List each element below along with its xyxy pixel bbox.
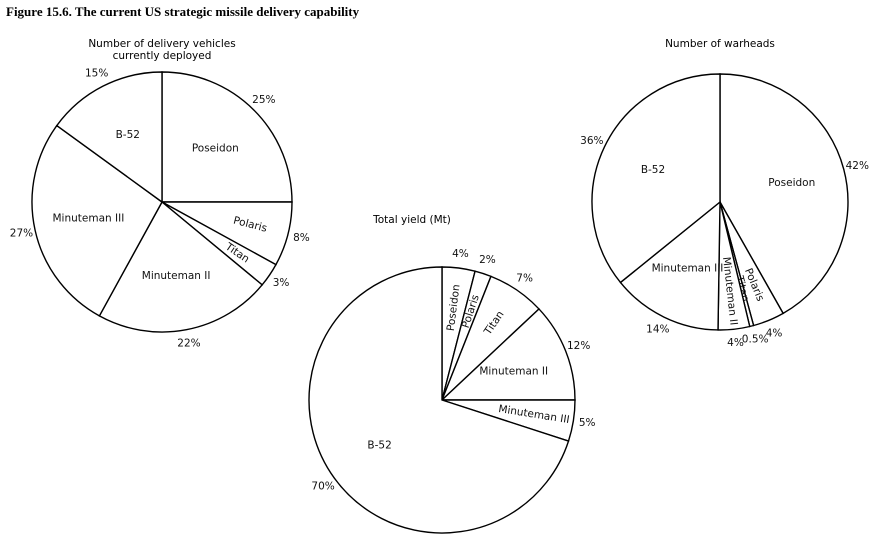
pie-slice [161,71,293,203]
value-label: 12% [567,340,590,352]
pie-slice [619,200,721,331]
value-label: 7% [516,272,533,284]
chart-title: Number of warheads [665,38,775,50]
figure-title: Figure 15.6. The current US strategic mi… [6,4,360,19]
value-label: 4% [766,327,783,339]
value-label: 4% [727,337,744,349]
pie-slice [440,307,576,401]
value-label: 5% [579,417,596,429]
value-label: 3% [273,277,290,289]
value-label: 42% [846,160,869,172]
value-label: 22% [177,337,200,349]
chart-title: Total yield (Mt) [373,214,451,226]
pie-slice [55,71,163,204]
value-label: 8% [293,232,310,244]
slice-label: B-52 [116,129,140,141]
slice-label: Minuteman III [53,212,125,224]
value-label: 2% [479,254,496,266]
slice-label: Poseidon [192,143,239,155]
value-label: 14% [646,324,669,336]
slice-label: Poseidon [445,284,463,332]
slice-label: B-52 [641,164,665,176]
slice-label: Minuteman II [142,270,211,282]
slice-label: Poseidon [768,177,815,189]
value-label: 4% [452,248,469,260]
value-label: 70% [311,480,334,492]
pie-slice [308,266,570,534]
pie-slice [98,200,264,333]
value-label: 27% [10,227,33,239]
slice-label: Minuteman II [479,366,548,378]
chart-title: Number of delivery vehicles currently de… [88,38,236,62]
pie-slice [719,73,849,315]
value-label: 25% [252,94,275,106]
value-label: 36% [580,135,603,147]
slice-label: B-52 [367,439,391,451]
pie-slice [591,73,721,284]
pie-slice [31,124,163,317]
value-label: 0.5% [742,334,769,346]
value-label: 15% [85,68,108,80]
slice-label: Minuteman III [652,263,724,275]
